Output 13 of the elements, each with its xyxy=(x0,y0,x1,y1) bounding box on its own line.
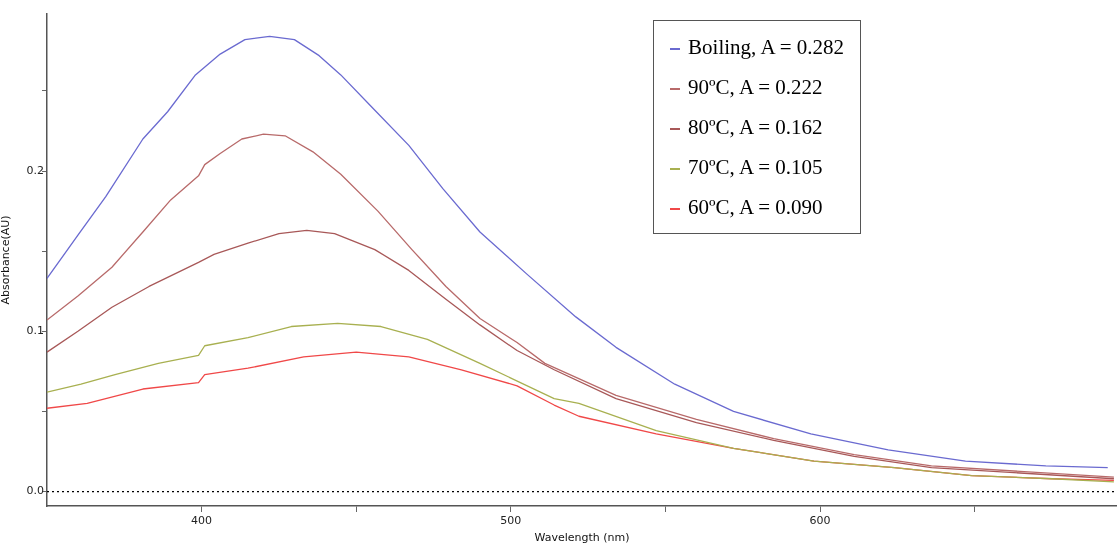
y-tick-label: 0.0 xyxy=(26,484,44,498)
legend-label: Boiling, A = 0.282 xyxy=(687,34,844,61)
x-axis-title: Wavelength (nm) xyxy=(534,531,630,545)
legend-label: 90ºC, A = 0.222 xyxy=(687,74,824,101)
legend-label: 70ºC, A = 0.105 xyxy=(687,154,824,181)
legend-label: 80ºC, A = 0.162 xyxy=(687,114,824,141)
x-tick-label: 400 xyxy=(191,514,213,528)
y-axis-title: Absorbance(AU) xyxy=(0,215,13,305)
x-tick-label: 500 xyxy=(500,514,522,528)
y-tick-label: 0.1 xyxy=(26,324,44,338)
y-tick-label: 0.2 xyxy=(26,163,44,177)
x-tick-label: 600 xyxy=(809,514,831,528)
legend-label: 60ºC, A = 0.090 xyxy=(687,194,824,221)
